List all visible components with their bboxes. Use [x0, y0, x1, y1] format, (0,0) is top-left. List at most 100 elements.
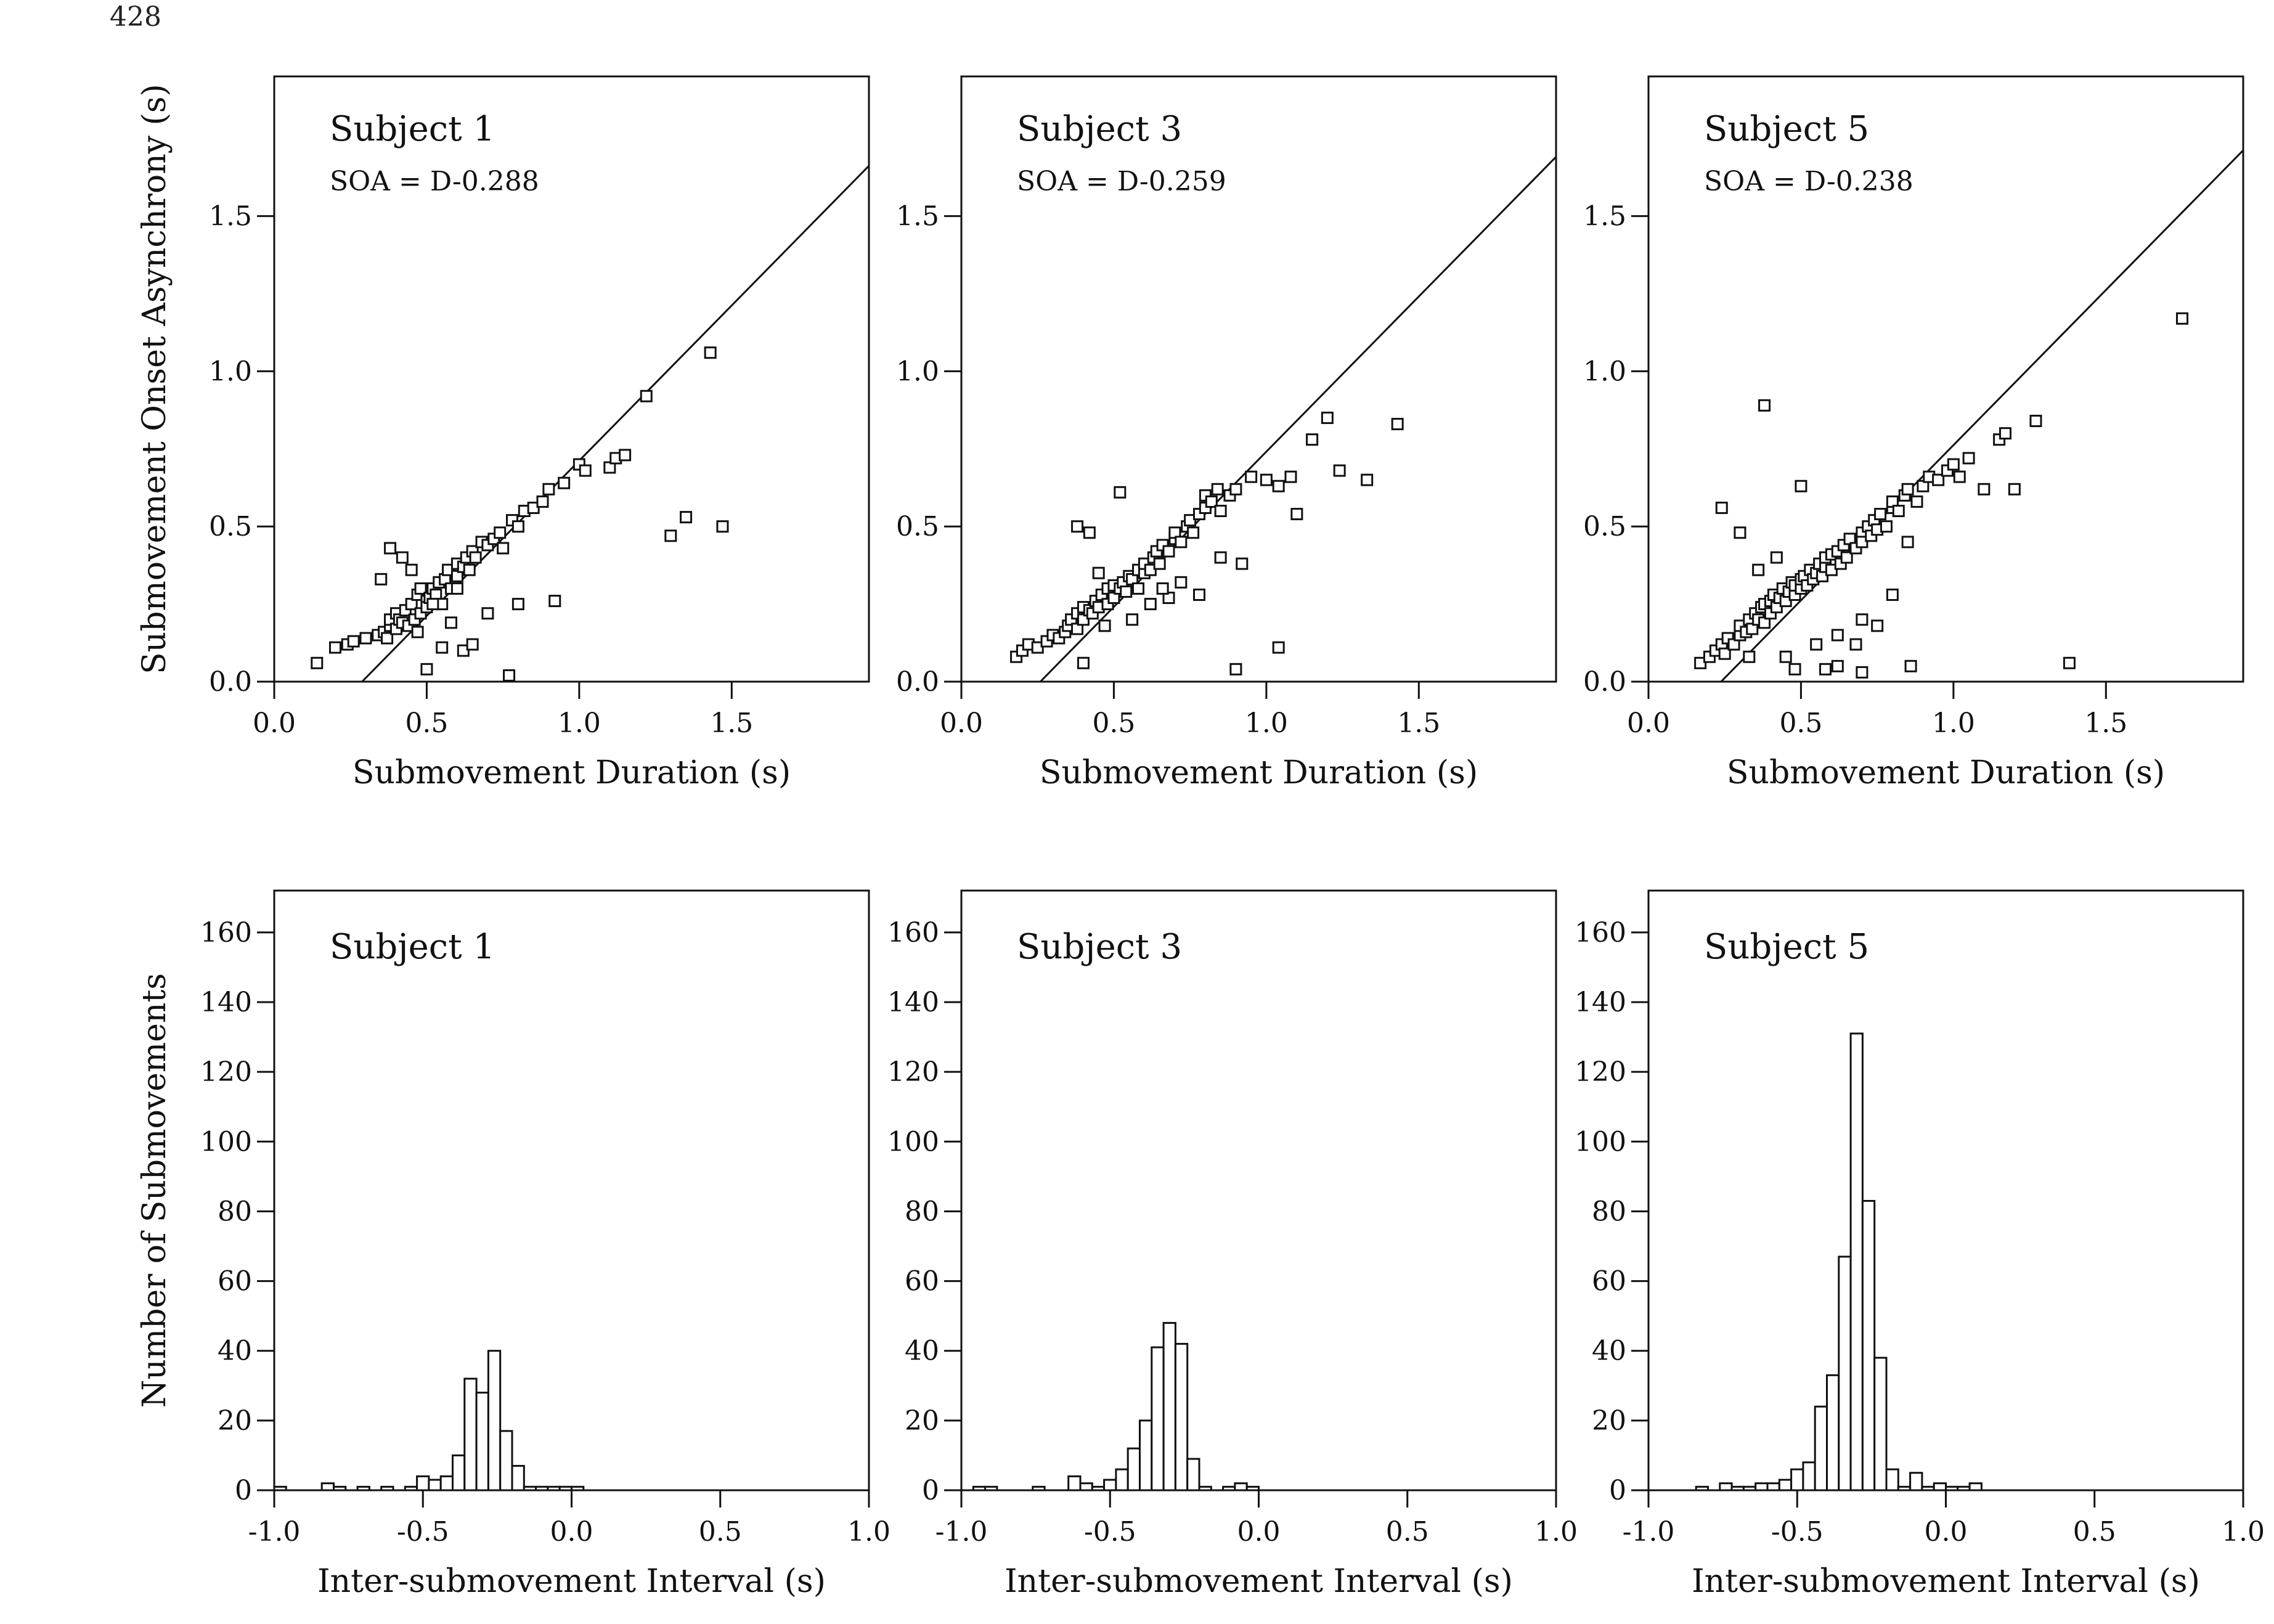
data-point	[579, 464, 592, 477]
data-point	[1788, 663, 1801, 675]
data-point	[442, 563, 455, 576]
data-point	[1910, 495, 1923, 508]
data-point	[1187, 526, 1200, 539]
plot-frame	[273, 889, 870, 1491]
data-point	[375, 573, 388, 586]
panel-title: Subject 3	[1017, 109, 1182, 149]
histogram-bar	[439, 1475, 454, 1490]
data-point	[1214, 505, 1227, 518]
data-point	[1904, 659, 1917, 672]
data-point	[1718, 647, 1731, 660]
data-point	[1321, 411, 1334, 424]
histogram-bar	[1968, 1482, 1983, 1490]
data-point	[1978, 483, 1991, 496]
histogram-bar	[1151, 1346, 1165, 1490]
histogram-bar	[1933, 1482, 1947, 1490]
panel-title: Subject 1	[330, 109, 495, 149]
data-point	[1819, 663, 1832, 675]
data-point	[1083, 526, 1096, 539]
data-point	[1272, 479, 1285, 492]
data-point	[2029, 414, 2042, 427]
data-point	[1290, 508, 1303, 521]
y-axis-label: Submovement Onset Asynchrony (s)	[136, 84, 173, 674]
y-tick-label: 20	[905, 1405, 939, 1437]
panel-title: Subject 5	[1704, 109, 1869, 149]
y-tick-label: 100	[1575, 1126, 1626, 1157]
plot-area	[311, 165, 869, 682]
data-point	[1031, 641, 1044, 654]
histogram-bar	[1186, 1458, 1200, 1490]
panel-hist-s3: 0 20 40 60 80 100 120 140 160 -1.0 -0.5 0.0 0.5 1.0 In…	[887, 889, 1578, 1600]
y-tick-label: 120	[1575, 1056, 1626, 1088]
data-point	[1071, 520, 1084, 533]
data-point	[411, 626, 424, 639]
data-point	[466, 638, 479, 651]
panel-title: Subject 3	[1017, 927, 1182, 967]
data-point	[1880, 520, 1893, 533]
data-point	[1871, 619, 1884, 632]
x-tick-label: 0.0	[550, 1516, 593, 1548]
data-point	[511, 520, 524, 533]
data-point	[1214, 551, 1227, 564]
x-axis-label: Submovement Duration (s)	[1727, 754, 2165, 791]
data-point	[381, 632, 394, 645]
data-point	[680, 511, 693, 524]
x-tick-label: 0.5	[405, 708, 448, 739]
panel-subtitle: SOA = D-0.259	[1017, 166, 1226, 197]
x-tick-label: 0.5	[2073, 1516, 2116, 1548]
data-point	[396, 551, 409, 564]
data-point	[548, 595, 561, 608]
y-tick-label: 20	[218, 1405, 252, 1437]
histogram-bar	[499, 1430, 513, 1490]
data-point	[494, 526, 507, 539]
data-point	[511, 598, 524, 611]
data-point	[1284, 470, 1297, 483]
data-point	[558, 476, 571, 489]
data-point	[664, 529, 677, 542]
data-point	[1953, 470, 1966, 483]
histogram-bar	[1103, 1479, 1117, 1490]
data-point	[1874, 508, 1887, 521]
fit-line	[1720, 149, 2243, 682]
histogram-bar	[428, 1479, 442, 1490]
data-point	[1236, 557, 1249, 570]
x-axis-label: Inter-submovement Interval (s)	[1005, 1563, 1513, 1600]
data-point	[1132, 582, 1145, 595]
data-point	[1205, 495, 1218, 508]
data-point	[542, 483, 555, 496]
data-point	[1092, 566, 1105, 579]
panel-title: Subject 5	[1704, 927, 1869, 967]
data-point	[1229, 483, 1242, 496]
data-point	[469, 551, 482, 564]
y-tick-label: 100	[200, 1126, 252, 1157]
data-point	[716, 520, 729, 533]
histogram-bar	[463, 1377, 478, 1490]
data-point	[497, 542, 510, 555]
y-tick-label: 0.5	[896, 511, 939, 542]
x-tick-label: 1.0	[1245, 708, 1288, 739]
data-point	[2063, 656, 2076, 669]
x-tick-label: -1.0	[1623, 1516, 1675, 1548]
histogram-bar	[1826, 1374, 1840, 1490]
histogram-bar	[1814, 1405, 1828, 1490]
data-point	[1098, 619, 1111, 632]
data-point	[1795, 479, 1807, 492]
y-tick-label: 160	[887, 917, 939, 949]
y-tick-label: 0.0	[209, 666, 252, 698]
y-tick-label: 1.5	[209, 201, 252, 232]
x-tick-label: 0.5	[699, 1516, 742, 1548]
data-point	[1856, 666, 1869, 679]
histogram-bar	[1115, 1468, 1129, 1490]
histogram-bar	[1766, 1482, 1780, 1490]
x-tick-label: 0.5	[1092, 708, 1135, 739]
data-point	[619, 449, 632, 462]
x-tick-label: -0.5	[1771, 1516, 1824, 1548]
data-point	[1077, 656, 1090, 669]
x-tick-label: 1.5	[710, 708, 753, 739]
data-point	[1694, 656, 1707, 669]
data-point	[1840, 551, 1853, 564]
y-tick-label: 0	[1609, 1475, 1626, 1506]
panel-scatter-s3: 0.0 0.5 1.0 1.5 0.0 0.5 1.0 1.5 Submovement Dura…	[896, 75, 1557, 791]
histogram-bar	[320, 1482, 335, 1490]
data-point	[457, 644, 470, 657]
